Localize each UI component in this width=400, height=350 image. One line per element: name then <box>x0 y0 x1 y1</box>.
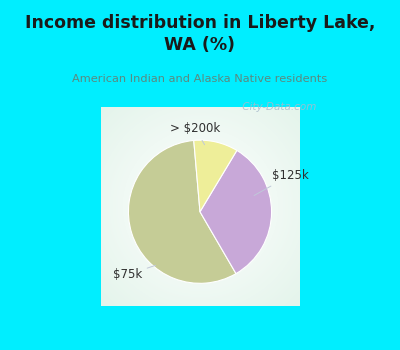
Text: City-Data.com: City-Data.com <box>240 103 317 112</box>
Wedge shape <box>128 140 236 283</box>
Text: Income distribution in Liberty Lake,
WA (%): Income distribution in Liberty Lake, WA … <box>25 14 375 54</box>
Text: $75k: $75k <box>112 265 156 281</box>
Wedge shape <box>200 150 272 274</box>
Text: American Indian and Alaska Native residents: American Indian and Alaska Native reside… <box>72 74 328 84</box>
Text: $125k: $125k <box>254 169 308 196</box>
Text: > $200k: > $200k <box>170 122 220 145</box>
Wedge shape <box>194 140 237 212</box>
